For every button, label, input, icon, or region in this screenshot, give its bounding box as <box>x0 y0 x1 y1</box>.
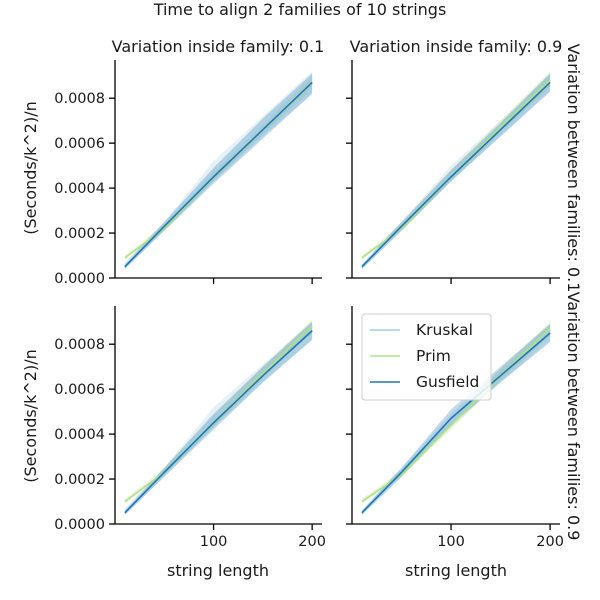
series-line-gusfield <box>124 330 313 514</box>
y-tick-label: 0.0004 <box>54 427 105 443</box>
column-title-right: Variation inside family: 0.9 <box>350 37 563 56</box>
ci-band-prim <box>361 71 551 261</box>
series-line-gusfield <box>361 332 551 514</box>
y-tick-label: 0.0008 <box>54 337 105 353</box>
y-tick-label: 0.0000 <box>54 517 105 533</box>
legend-frame <box>361 313 492 401</box>
series-line-prim <box>361 327 551 503</box>
x-tick-label: 200 <box>536 534 564 550</box>
panel-r0-c1 <box>346 60 560 284</box>
row-title-bottom: Variation between families: 0.9 <box>564 292 583 541</box>
x-tick-label: 100 <box>437 534 465 550</box>
legend-label-kruskal: Kruskal <box>416 321 473 339</box>
legend-label-prim: Prim <box>416 347 451 365</box>
x-axis-label-left: string length <box>167 561 269 580</box>
y-tick-label: 0.0002 <box>54 472 105 488</box>
ci-band-prim <box>361 321 551 504</box>
y-tick-label: 0.0004 <box>54 181 105 197</box>
y-tick-label: 0.0002 <box>54 226 105 242</box>
row-title-top: Variation between families: 0.1 <box>564 44 583 293</box>
panel-r1-c0: 0.0000 0.0002 0.0004 0.0006 0.0008 100 200 <box>54 306 326 550</box>
series-line-gusfield <box>124 81 313 268</box>
x-tick-label: 200 <box>298 534 326 550</box>
y-axis-label-bottom: (Seconds/k^2)/n <box>21 349 40 482</box>
y-tick-label: 0.0006 <box>54 382 105 398</box>
y-tick-label: 0.0006 <box>54 136 105 152</box>
legend: Kruskal Prim Gusfield <box>361 313 492 401</box>
chart-title: Time to align 2 families of 10 strings <box>153 0 447 19</box>
panel-r0-c0: 0.0000 0.0002 0.0004 0.0006 0.0008 <box>54 60 322 287</box>
x-axis-label-right: string length <box>405 561 507 580</box>
x-tick-label: 100 <box>200 534 228 550</box>
panel-r1-c1: 100 200 <box>346 306 564 550</box>
y-tick-label: 0.0008 <box>54 91 105 107</box>
column-title-left: Variation inside family: 0.1 <box>112 37 325 56</box>
series-line-gusfield <box>361 81 551 268</box>
y-tick-label: 0.0000 <box>54 271 105 287</box>
ci-band-prim <box>124 319 313 504</box>
legend-label-gusfield: Gusfield <box>416 373 479 391</box>
y-axis-label-top: (Seconds/k^2)/n <box>21 101 40 234</box>
